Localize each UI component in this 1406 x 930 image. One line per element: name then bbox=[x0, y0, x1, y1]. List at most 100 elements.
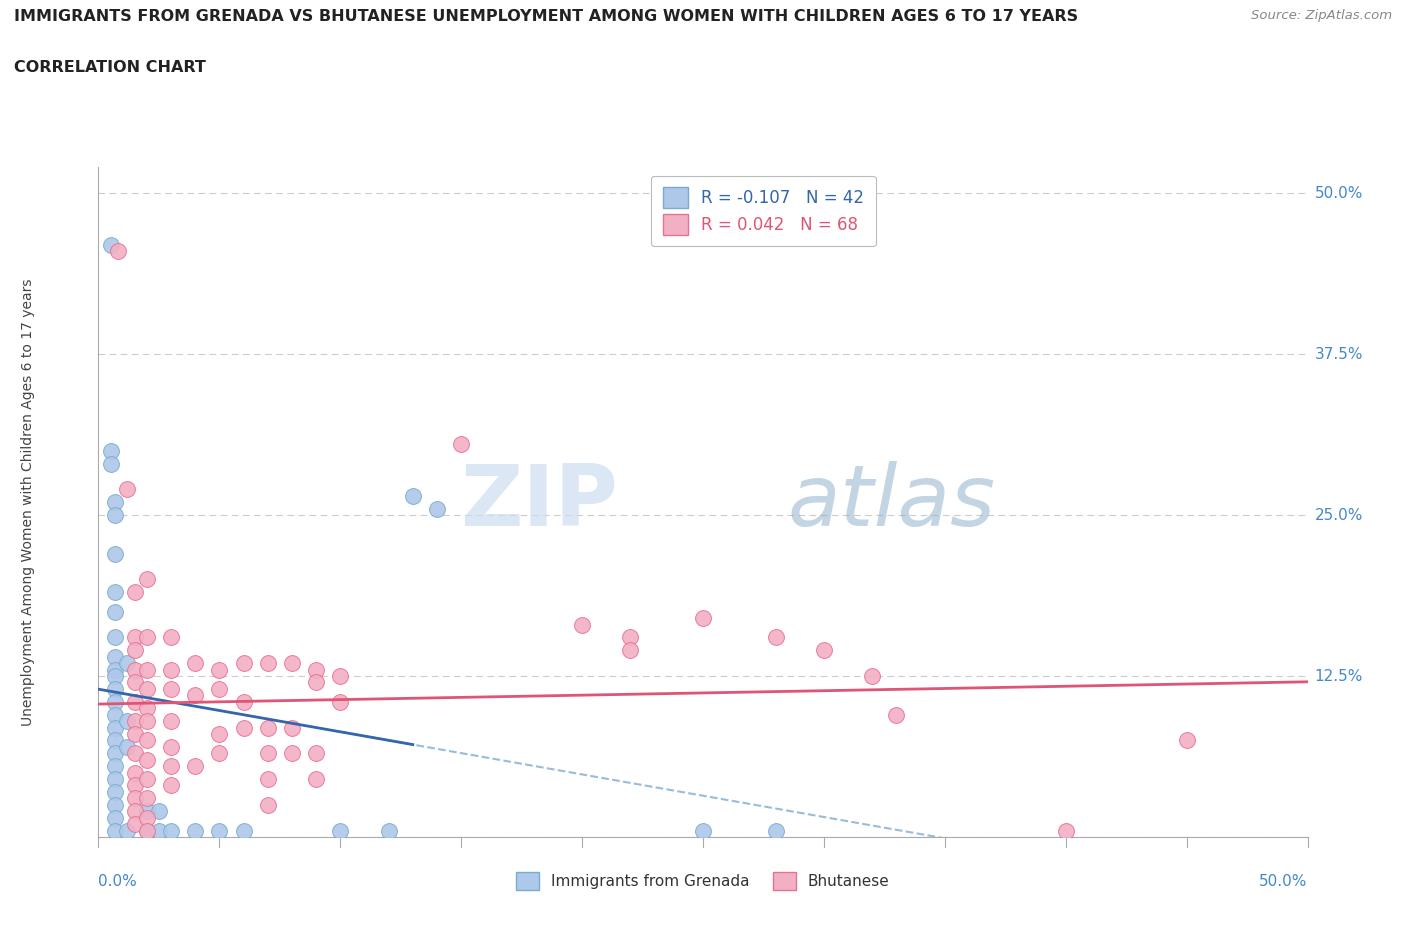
Point bbox=[124, 804, 146, 818]
Point bbox=[135, 662, 157, 677]
Point bbox=[232, 823, 254, 838]
Point bbox=[135, 572, 157, 587]
Point bbox=[117, 482, 139, 497]
Point bbox=[208, 682, 231, 697]
Point bbox=[135, 823, 157, 838]
Point bbox=[765, 630, 787, 644]
Point bbox=[232, 720, 254, 735]
Point bbox=[107, 244, 129, 259]
Text: 12.5%: 12.5% bbox=[1315, 669, 1362, 684]
Point bbox=[160, 662, 183, 677]
Point bbox=[104, 695, 127, 710]
Point bbox=[208, 726, 231, 741]
Point bbox=[135, 790, 157, 805]
Point bbox=[117, 713, 139, 728]
Point bbox=[184, 759, 207, 774]
Point bbox=[813, 643, 835, 658]
Point bbox=[281, 720, 304, 735]
Point bbox=[619, 630, 641, 644]
Point bbox=[104, 746, 127, 761]
Point bbox=[1175, 733, 1198, 748]
Point bbox=[135, 733, 157, 748]
Point bbox=[104, 720, 127, 735]
Text: IMMIGRANTS FROM GRENADA VS BHUTANESE UNEMPLOYMENT AMONG WOMEN WITH CHILDREN AGES: IMMIGRANTS FROM GRENADA VS BHUTANESE UNE… bbox=[14, 9, 1078, 24]
Point bbox=[692, 611, 714, 626]
Point bbox=[135, 772, 157, 787]
Point bbox=[329, 669, 352, 684]
Point bbox=[100, 237, 122, 252]
Point bbox=[124, 713, 146, 728]
Point bbox=[104, 733, 127, 748]
Point bbox=[104, 546, 127, 561]
Point bbox=[124, 662, 146, 677]
Point bbox=[104, 682, 127, 697]
Point bbox=[860, 669, 883, 684]
Point bbox=[329, 823, 352, 838]
Point bbox=[184, 688, 207, 703]
Text: Unemployment Among Women with Children Ages 6 to 17 years: Unemployment Among Women with Children A… bbox=[21, 278, 35, 726]
Text: 0.0%: 0.0% bbox=[98, 874, 138, 889]
Text: Source: ZipAtlas.com: Source: ZipAtlas.com bbox=[1251, 9, 1392, 22]
Text: atlas: atlas bbox=[787, 460, 995, 544]
Point bbox=[160, 759, 183, 774]
Point bbox=[160, 778, 183, 793]
Point bbox=[104, 508, 127, 523]
Point bbox=[124, 643, 146, 658]
Point bbox=[619, 643, 641, 658]
Point bbox=[208, 662, 231, 677]
Point bbox=[104, 495, 127, 510]
Legend: Immigrants from Grenada, Bhutanese: Immigrants from Grenada, Bhutanese bbox=[510, 866, 896, 897]
Point bbox=[184, 656, 207, 671]
Point bbox=[160, 682, 183, 697]
Point bbox=[160, 713, 183, 728]
Point bbox=[135, 752, 157, 767]
Point bbox=[1054, 823, 1077, 838]
Point bbox=[160, 739, 183, 754]
Point bbox=[208, 746, 231, 761]
Point bbox=[208, 823, 231, 838]
Point bbox=[135, 682, 157, 697]
Point bbox=[450, 437, 472, 452]
Point bbox=[104, 759, 127, 774]
Point bbox=[256, 772, 278, 787]
Point bbox=[329, 695, 352, 710]
Point bbox=[104, 772, 127, 787]
Text: 25.0%: 25.0% bbox=[1315, 508, 1362, 523]
Text: 50.0%: 50.0% bbox=[1315, 186, 1362, 201]
Point bbox=[377, 823, 399, 838]
Point bbox=[256, 720, 278, 735]
Point bbox=[305, 662, 328, 677]
Point bbox=[124, 726, 146, 741]
Point bbox=[135, 823, 157, 838]
Point bbox=[104, 630, 127, 644]
Point bbox=[184, 823, 207, 838]
Point bbox=[104, 785, 127, 800]
Point bbox=[256, 746, 278, 761]
Point bbox=[100, 444, 122, 458]
Point bbox=[124, 585, 146, 600]
Point bbox=[124, 817, 146, 831]
Text: ZIP: ZIP bbox=[461, 460, 619, 544]
Point bbox=[135, 810, 157, 825]
Point bbox=[281, 656, 304, 671]
Point bbox=[571, 618, 593, 632]
Point bbox=[765, 823, 787, 838]
Point bbox=[135, 630, 157, 644]
Point bbox=[104, 797, 127, 812]
Point bbox=[124, 790, 146, 805]
Point bbox=[135, 701, 157, 716]
Point bbox=[256, 656, 278, 671]
Point bbox=[135, 804, 157, 818]
Point bbox=[124, 630, 146, 644]
Point bbox=[104, 662, 127, 677]
Point bbox=[124, 675, 146, 690]
Point bbox=[117, 823, 139, 838]
Point bbox=[100, 456, 122, 471]
Point bbox=[117, 739, 139, 754]
Point bbox=[160, 823, 183, 838]
Point bbox=[104, 585, 127, 600]
Point bbox=[104, 649, 127, 664]
Point bbox=[104, 604, 127, 619]
Point bbox=[305, 772, 328, 787]
Point bbox=[886, 707, 908, 722]
